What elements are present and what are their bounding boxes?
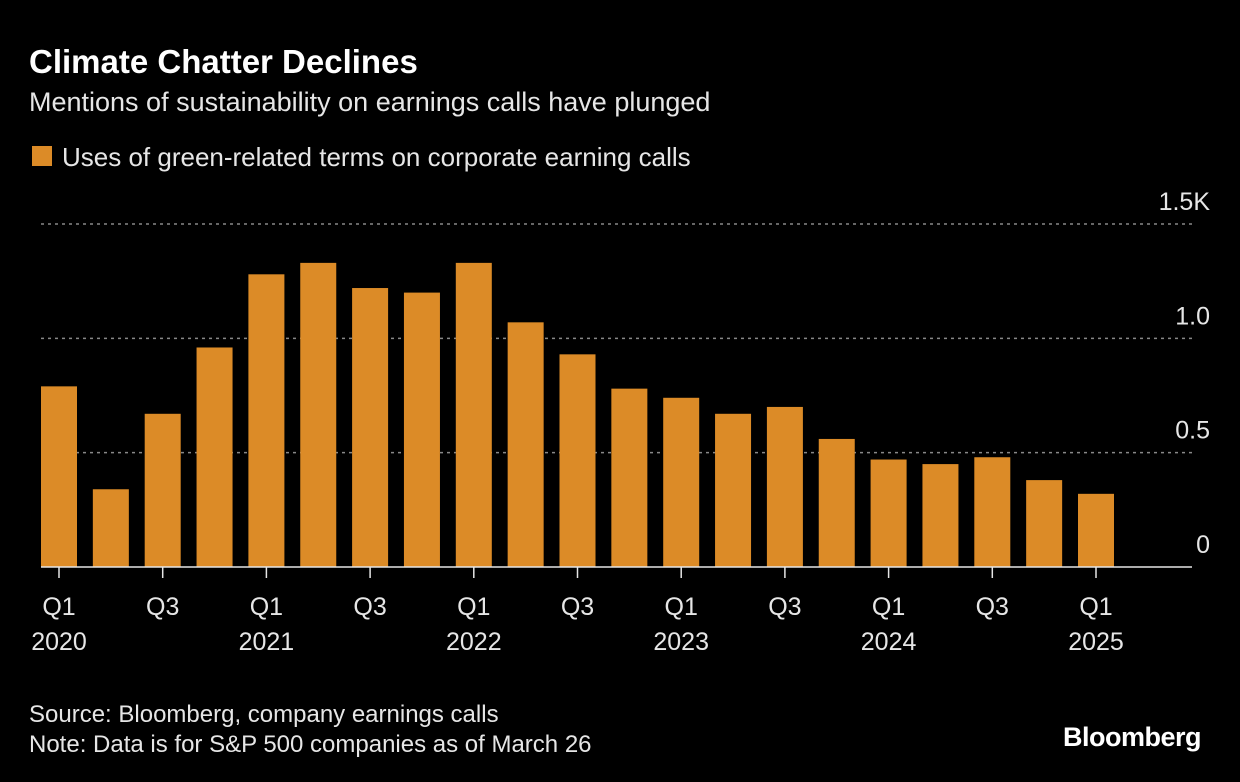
- bar: [352, 288, 389, 567]
- x-year-label: 2024: [861, 628, 917, 656]
- y-tick-label: 0.5: [1175, 417, 1210, 445]
- bar: [144, 413, 181, 567]
- bar: [507, 322, 544, 567]
- bar: [870, 459, 907, 567]
- bar: [766, 406, 803, 567]
- x-tick-label: Q1: [665, 593, 698, 621]
- bar: [92, 489, 129, 567]
- x-tick-label: Q3: [561, 593, 594, 621]
- bar: [663, 397, 700, 567]
- source-note: Source: Bloomberg, company earnings call…: [29, 701, 499, 728]
- legend-swatch: [32, 146, 52, 166]
- chart-title: Climate Chatter Declines: [29, 43, 418, 80]
- x-year-label: 2021: [239, 628, 295, 656]
- bar: [559, 354, 596, 567]
- x-tick-label: Q1: [872, 593, 905, 621]
- x-year-label: 2022: [446, 628, 502, 656]
- data-note: Note: Data is for S&P 500 companies as o…: [29, 731, 592, 758]
- bar: [1026, 480, 1063, 567]
- bar: [403, 292, 440, 567]
- x-tick-label: Q1: [250, 593, 283, 621]
- chart-subtitle: Mentions of sustainability on earnings c…: [29, 87, 710, 117]
- x-tick-label: Q3: [146, 593, 179, 621]
- bar: [922, 464, 959, 567]
- brand-logo: Bloomberg: [1063, 722, 1201, 752]
- bar: [196, 347, 233, 567]
- bar: [455, 262, 492, 567]
- bar: [611, 388, 648, 567]
- x-tick-label: Q1: [42, 593, 75, 621]
- y-tick-label: 0: [1196, 531, 1210, 559]
- x-tick-label: Q1: [457, 593, 490, 621]
- bar: [715, 413, 752, 567]
- x-year-label: 2023: [653, 628, 709, 656]
- x-tick-label: Q3: [976, 593, 1009, 621]
- y-tick-label: 1.5K: [1159, 188, 1211, 216]
- x-tick-label: Q1: [1079, 593, 1112, 621]
- x-year-label: 2020: [31, 628, 87, 656]
- bar: [1078, 493, 1114, 567]
- x-year-label: 2025: [1068, 628, 1124, 656]
- y-tick-label: 1.0: [1175, 302, 1210, 330]
- legend-label: Uses of green-related terms on corporate…: [62, 142, 691, 172]
- bar: [248, 274, 285, 567]
- x-tick-label: Q3: [353, 593, 386, 621]
- bar: [41, 386, 77, 567]
- bar: [300, 262, 337, 567]
- x-tick-label: Q3: [768, 593, 801, 621]
- bar: [818, 438, 855, 567]
- bar: [974, 457, 1011, 567]
